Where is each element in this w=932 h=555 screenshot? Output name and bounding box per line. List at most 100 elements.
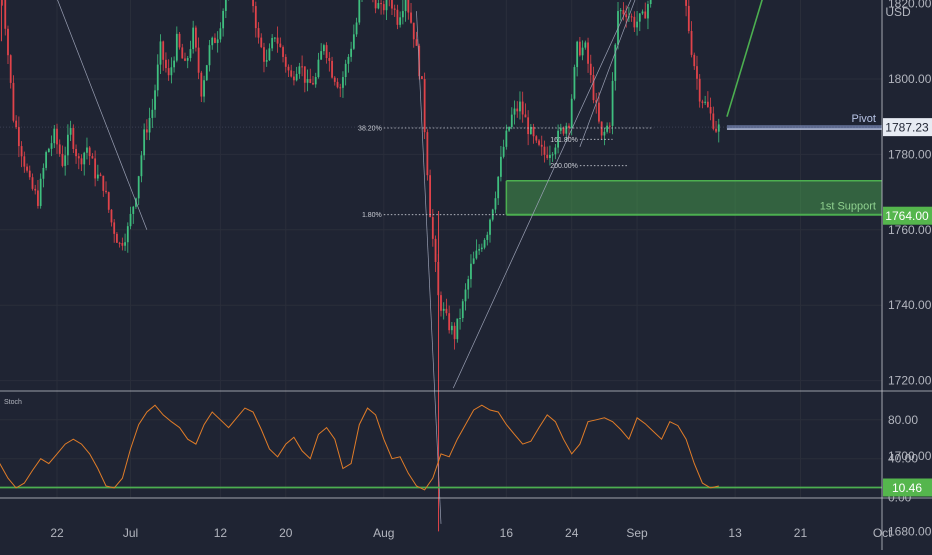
candle-body [706,101,709,107]
candle-body [4,0,7,29]
support-label: 1st Support [820,201,876,213]
pivot-price-tag-bg [883,118,932,137]
candle-body [600,121,603,136]
candle-body [336,81,339,88]
candle-body [273,37,276,39]
candle-body [407,0,410,13]
candle-body [543,146,546,155]
stoch-title: Stoch [4,399,22,406]
x-tick-label: 16 [500,526,514,540]
candle-body [143,129,146,156]
trend-line [452,0,632,389]
candle-body [200,72,203,97]
stoch-line [0,404,719,491]
candle-body [86,147,88,153]
candle-body [611,80,614,126]
candle-body [644,11,647,19]
y-tick-label: 1780.00 [888,147,932,161]
candle-body [45,152,48,168]
candle-body [102,175,105,191]
candle-body [472,258,475,264]
candle-body [257,28,260,38]
candle-body [194,27,197,48]
candle-body [37,190,39,206]
candle-body [287,66,290,71]
candle-body [347,56,350,64]
candle-body [589,63,592,76]
y-tick-label: 1820.00 [888,0,932,11]
fib-level-label: 200.00% [550,163,578,170]
candle-body [562,127,565,134]
fib-level-label: 38.20% [358,126,382,133]
candle-body [475,250,478,259]
candle-body [151,109,154,118]
x-tick-label: 21 [794,526,808,540]
candle-body [636,21,638,28]
candle-body [64,155,67,166]
candle-body [99,174,102,176]
candle-body [519,101,521,112]
candle-body [309,79,312,83]
candle-body [701,101,704,103]
candle-body [500,156,502,177]
candle-body [39,178,42,206]
candle-body [478,249,481,251]
candle-body [587,42,589,64]
candle-body [192,27,195,50]
y-tick-label: 1800.00 [888,72,932,86]
x-tick-label: Sep [626,526,648,540]
candle-body [322,45,325,52]
candle-body [31,177,34,189]
candle-body [290,70,293,77]
candle-body [431,217,434,239]
x-tick-label: 22 [50,526,64,540]
candle-body [557,130,559,148]
candle-body [77,156,80,159]
candle-body [630,16,633,18]
candle-body [483,239,486,248]
candle-body [116,233,118,243]
candle-body [314,77,317,85]
candle-body [461,301,464,319]
candle-body [20,146,23,157]
candle-body [551,154,554,156]
candle-body [540,144,543,147]
candle-body [66,134,69,156]
candle-body [467,279,470,290]
stochastic-indicator: Stoch [0,399,882,491]
candle-body [271,37,274,49]
pivot-label: Pivot [852,113,876,125]
candle-body [94,158,97,179]
candle-body [404,0,407,12]
candle-body [320,51,323,60]
candle-body [625,14,628,18]
candle-body [450,325,453,331]
candle-body [197,47,200,73]
support-zone [506,180,882,215]
candle-body [222,10,225,29]
candle-body [260,37,263,48]
candle-body [494,198,497,210]
candle-body [377,3,380,9]
candle-body [382,4,385,11]
candle-body [129,213,132,227]
x-tick-label: Oct [873,526,892,540]
candle-body [649,0,652,5]
candle-body [265,60,268,62]
candle-body [156,64,159,91]
candle-body [344,63,347,78]
candle-body [622,10,625,15]
y-tick-label: 1720.00 [888,374,932,388]
candle-body [358,0,361,23]
candle-body [121,243,124,246]
candle-body [219,28,222,40]
candle-body [374,0,377,9]
candle-body [608,125,611,127]
candle-body [396,9,399,25]
candle-body [186,58,189,61]
candle-body [83,152,86,165]
candle-body [521,101,524,115]
